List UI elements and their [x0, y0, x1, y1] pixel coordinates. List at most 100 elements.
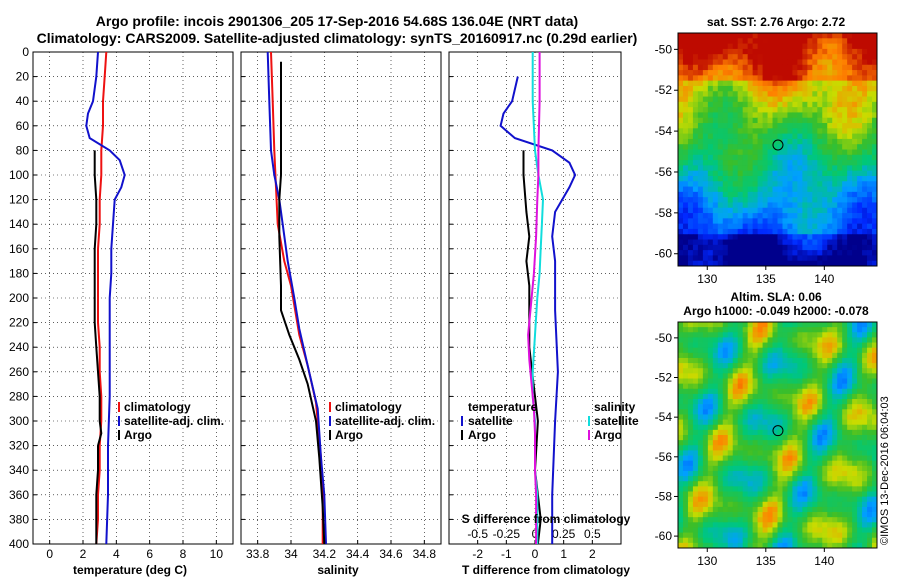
sla-map-cell	[692, 460, 699, 467]
sla-map-cell	[697, 542, 704, 549]
sla-map-cell	[727, 357, 734, 364]
sla-map-cell	[712, 383, 719, 390]
sst-map-cell	[767, 112, 773, 119]
sst-map-cell	[767, 96, 773, 103]
sst-map-cell	[867, 43, 873, 50]
sla-map-cell	[812, 393, 818, 400]
sla-map-cell	[777, 373, 783, 379]
sst-map-cell	[678, 160, 684, 166]
sst-map-cell	[802, 33, 808, 39]
sst-map-cell	[842, 234, 848, 240]
sla-map-cell	[832, 445, 838, 451]
sla-map-cell	[678, 337, 684, 343]
sst-map-cell	[702, 48, 709, 55]
sst-map-cell	[782, 244, 788, 251]
sla-map-cell	[767, 476, 773, 482]
sla-map-cell	[692, 388, 699, 395]
sst-map-cell	[872, 123, 878, 129]
sst-map-cell	[832, 91, 838, 97]
sst-map-cell	[872, 112, 878, 119]
sla-map-cell	[837, 342, 843, 349]
sst-map-cell	[857, 218, 863, 225]
sla-map-cell	[812, 347, 818, 354]
sst-map-cell	[712, 70, 719, 76]
sla-map-cell	[678, 440, 684, 446]
sst-map-cell	[707, 223, 714, 230]
sla-map-cell	[832, 419, 838, 426]
sla-map-cell	[707, 332, 714, 338]
sst-map-cell	[852, 207, 858, 214]
sla-map-cell	[762, 327, 768, 333]
sst-map-cell	[692, 101, 699, 108]
sla-map-cell	[757, 481, 763, 487]
sla-map-cell	[822, 450, 828, 456]
sla-map-cell	[722, 404, 729, 410]
sla-map-cell	[692, 476, 699, 482]
sla-map-cell	[772, 486, 778, 492]
sst-map-cell	[872, 218, 878, 225]
sla-map-cell	[722, 517, 729, 523]
sla-map-cell	[727, 470, 734, 477]
sst-map-cell	[807, 38, 813, 44]
sla-map-cell	[872, 327, 878, 333]
sla-map-cell	[797, 542, 803, 549]
sla-map-cell	[682, 363, 689, 369]
sla-map-cell	[678, 404, 684, 410]
sst-map-cell	[822, 165, 828, 172]
sla-map-cell	[797, 445, 803, 451]
sla-map-cell	[747, 506, 754, 513]
sla-map-cell	[767, 378, 773, 385]
sla-map-cell	[852, 337, 858, 343]
difference-lines	[499, 52, 577, 544]
sst-map-cell	[722, 70, 729, 76]
sla-map-cell	[812, 332, 818, 338]
sst-map-cell	[777, 112, 783, 119]
sla-map-cell	[837, 363, 843, 369]
sst-map-cell	[862, 165, 868, 172]
sst-map-cell	[742, 70, 749, 76]
sst-map-cell	[802, 138, 808, 145]
sst-map-cell	[777, 107, 783, 113]
sla-map-cell	[727, 322, 734, 328]
sla-map-cell	[807, 517, 813, 523]
sla-map-cell	[762, 491, 768, 498]
sst-map-cell	[792, 234, 798, 240]
sla-map-cell	[807, 465, 813, 472]
sst-map-cell	[692, 260, 699, 267]
sst-map-cell	[762, 260, 768, 267]
sst-map-cell	[867, 85, 873, 92]
sst-map-ytick-label: -60	[655, 247, 673, 261]
sla-map-cell	[817, 332, 823, 338]
sla-map-cell	[747, 455, 754, 462]
sst-map-cell	[752, 260, 759, 267]
sst-map-cell	[722, 175, 729, 182]
sst-map-cell	[792, 197, 798, 203]
sla-map-cell	[767, 327, 773, 333]
sla-map-cell	[747, 429, 754, 436]
sla-map-cell	[847, 378, 853, 385]
sst-map-cell	[792, 80, 798, 87]
sla-map-cell	[742, 383, 749, 390]
sst-map-cell	[797, 96, 803, 103]
sst-map-cell	[867, 223, 873, 230]
sla-map-cell	[777, 393, 783, 400]
sla-map-cell	[847, 435, 853, 441]
sst-map-cell	[692, 244, 699, 251]
sla-map-cell	[727, 435, 734, 441]
sst-map-cell	[702, 223, 709, 230]
sla-map-cell	[732, 327, 739, 333]
sst-map-cell	[802, 170, 808, 177]
sst-map-cell	[792, 59, 798, 66]
sla-map-cell	[847, 496, 853, 503]
sst-map-cell	[697, 133, 704, 140]
sla-map-cell	[722, 409, 729, 415]
sla-map-cell	[717, 470, 724, 477]
sst-map-cell	[682, 43, 689, 50]
sst-map-cell	[697, 70, 704, 76]
sla-map-cell	[707, 455, 714, 462]
sla-map-cell	[852, 527, 858, 533]
sla-map-cell	[722, 368, 729, 374]
sst-map-cell	[782, 144, 788, 150]
sst-map-cell	[872, 75, 878, 82]
sla-map-cell	[707, 352, 714, 359]
